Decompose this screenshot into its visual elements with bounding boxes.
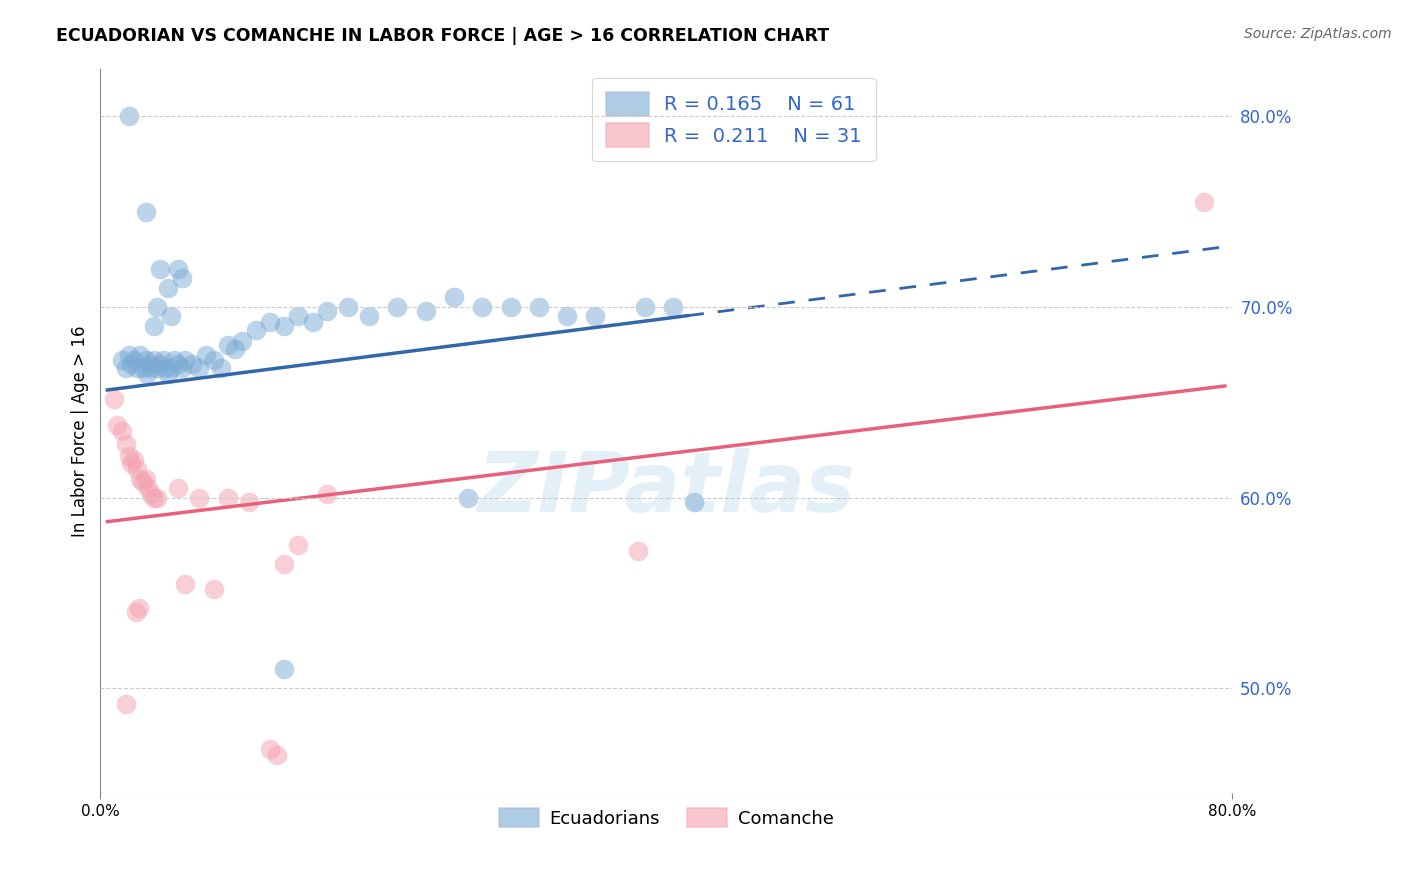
Point [1192, 195, 1215, 210]
Point [160, 361, 183, 376]
Point [117, 449, 139, 463]
Point [195, 348, 218, 362]
Point [527, 300, 550, 314]
Point [217, 338, 239, 352]
Point [336, 300, 359, 314]
Point [152, 353, 174, 368]
Point [127, 361, 149, 376]
Text: ZIPatlas: ZIPatlas [477, 449, 855, 530]
Point [287, 538, 309, 552]
Point [157, 367, 180, 381]
Point [387, 300, 409, 314]
Point [143, 318, 166, 333]
Point [129, 472, 152, 486]
Point [209, 361, 232, 376]
Point [138, 481, 160, 495]
Point [157, 281, 180, 295]
Point [167, 261, 190, 276]
Point [266, 748, 288, 763]
Point [287, 310, 309, 324]
Point [146, 300, 169, 314]
Point [146, 361, 169, 376]
Point [273, 662, 295, 676]
Point [121, 357, 143, 371]
Point [135, 472, 157, 486]
Point [135, 353, 157, 368]
Point [259, 315, 281, 329]
Text: Source: ZipAtlas.com: Source: ZipAtlas.com [1244, 27, 1392, 41]
Point [143, 491, 166, 505]
Point [163, 353, 186, 368]
Point [136, 367, 159, 381]
Point [110, 424, 132, 438]
Point [117, 348, 139, 362]
Point [124, 353, 146, 368]
Point [132, 361, 155, 376]
Point [128, 601, 150, 615]
Point [499, 300, 522, 314]
Point [188, 361, 211, 376]
Point [202, 582, 225, 597]
Point [245, 323, 267, 337]
Point [132, 475, 155, 490]
Point [583, 310, 606, 324]
Point [103, 392, 125, 406]
Point [634, 300, 657, 314]
Point [202, 353, 225, 368]
Point [273, 318, 295, 333]
Point [155, 361, 177, 376]
Point [139, 357, 162, 371]
Text: ECUADORIAN VS COMANCHE IN LABOR FORCE | AGE > 16 CORRELATION CHART: ECUADORIAN VS COMANCHE IN LABOR FORCE | … [56, 27, 830, 45]
Point [114, 361, 136, 376]
Point [143, 353, 166, 368]
Point [105, 418, 128, 433]
Point [359, 310, 381, 324]
Point [471, 300, 494, 314]
Point [443, 290, 465, 304]
Legend: Ecuadorians, Comanche: Ecuadorians, Comanche [492, 801, 841, 835]
Point [224, 342, 246, 356]
Point [315, 303, 337, 318]
Point [125, 605, 148, 619]
Point [457, 491, 479, 505]
Point [141, 361, 163, 376]
Point [121, 456, 143, 470]
Point [149, 357, 172, 371]
Point [141, 487, 163, 501]
Point [273, 558, 295, 572]
Point [146, 491, 169, 505]
Point [172, 271, 194, 285]
Point [188, 491, 211, 505]
Point [238, 494, 260, 508]
Point [683, 494, 706, 508]
Point [415, 303, 437, 318]
Y-axis label: In Labor Force | Age > 16: In Labor Force | Age > 16 [72, 326, 89, 537]
Point [110, 353, 132, 368]
Point [627, 544, 650, 558]
Point [129, 348, 152, 362]
Point [555, 310, 578, 324]
Point [217, 491, 239, 505]
Point [172, 361, 194, 376]
Point [124, 452, 146, 467]
Point [167, 481, 190, 495]
Point [114, 697, 136, 711]
Point [662, 300, 685, 314]
Point [114, 437, 136, 451]
Point [117, 109, 139, 123]
Point [231, 334, 253, 349]
Point [174, 576, 197, 591]
Point [160, 310, 183, 324]
Point [181, 357, 204, 371]
Point [259, 742, 281, 756]
Point [167, 357, 190, 371]
Point [174, 353, 197, 368]
Point [149, 261, 172, 276]
Point [315, 487, 337, 501]
Point [301, 315, 323, 329]
Point [127, 462, 149, 476]
Point [135, 204, 157, 219]
